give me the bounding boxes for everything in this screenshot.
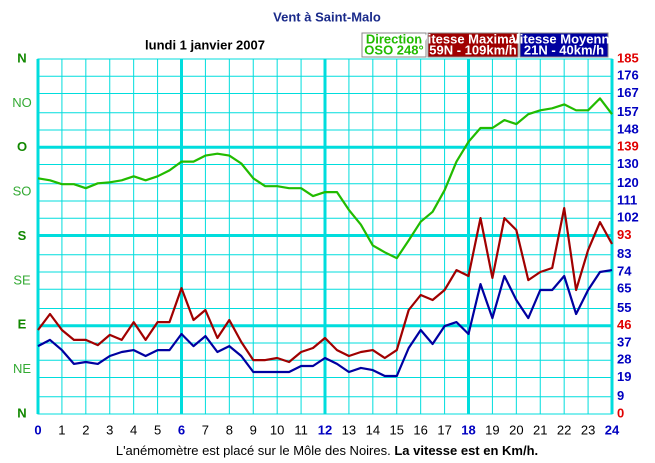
legend-summary: 21N - 40km/h (524, 42, 604, 57)
subtitle-box (104, 36, 310, 57)
x-tick-label: 21 (533, 422, 547, 437)
y2-tick-label: 55 (617, 300, 631, 315)
y2-tick-label: 28 (617, 352, 631, 367)
x-tick-label: 19 (485, 422, 499, 437)
y2-tick-label: 37 (617, 334, 631, 349)
x-tick-label: 3 (106, 422, 113, 437)
note: L'anémomètre est placé sur le Môle des N… (116, 443, 391, 458)
x-tick-label: 5 (154, 422, 161, 437)
x-tick-label: 2 (82, 422, 89, 437)
x-tick-label: 13 (342, 422, 356, 437)
x-tick-label: 6 (178, 422, 185, 437)
legend-name: Direction (366, 31, 422, 46)
y-tick-label: E (18, 317, 27, 332)
y-tick-label: O (17, 139, 27, 154)
y2-tick-label: 139 (617, 139, 639, 154)
legend-summary: OSO 248° (364, 42, 423, 57)
x-tick-label: 17 (437, 422, 451, 437)
x-tick-label: 4 (130, 422, 137, 437)
y2-tick-label: 148 (617, 121, 639, 136)
x-tick-label: 8 (226, 422, 233, 437)
legend-name: Vitesse Maximale (419, 31, 526, 46)
y2-tick-label: 0 (617, 405, 624, 420)
y2-tick-label: 176 (617, 68, 639, 83)
y-tick-label: NE (13, 361, 31, 376)
y2-tick-label: 130 (617, 156, 639, 171)
y-tick-label: S (18, 228, 27, 243)
x-tick-label: 16 (413, 422, 427, 437)
y2-tick-label: 65 (617, 281, 631, 296)
y2-tick-label: 120 (617, 175, 639, 190)
legend-box (361, 32, 427, 58)
chart-title: Vent à Saint-Malo (273, 9, 381, 24)
series-line (37, 269, 613, 378)
x-tick-label: 7 (202, 422, 209, 437)
y2-tick-label: 185 (617, 50, 639, 65)
x-tick-label: 9 (250, 422, 257, 437)
y2-tick-label: 111 (617, 192, 637, 207)
y2-tick-label: 157 (617, 104, 639, 119)
y-tick-label: SE (13, 272, 31, 287)
x-tick-label: 24 (605, 422, 620, 437)
x-tick-label: 23 (581, 422, 595, 437)
x-tick-label: 1 (58, 422, 65, 437)
y-tick-label: N (17, 405, 26, 420)
y-tick-label: NO (12, 95, 32, 110)
legend-box (427, 32, 519, 58)
y2-tick-label: 9 (617, 388, 624, 403)
series-line (37, 207, 613, 364)
y2-tick-label: 46 (617, 317, 631, 332)
legend-box (519, 32, 609, 58)
y-tick-label: SO (13, 184, 32, 199)
y2-tick-label: 19 (617, 369, 631, 384)
grid (36, 58, 614, 415)
x-tick-label: 20 (509, 422, 523, 437)
x-tick-label: 11 (294, 422, 308, 437)
footnote: L'anémomètre est placé sur le Môle des N… (116, 443, 538, 458)
y-tick-label: N (17, 50, 26, 65)
x-tick-label: 18 (461, 422, 475, 437)
y2-tick-label: 83 (617, 246, 631, 261)
x-tick-label: 10 (270, 422, 284, 437)
note-bold: La vitesse est en Km/h. (394, 443, 538, 458)
x-tick-label: 12 (318, 422, 332, 437)
y2-tick-label: 74 (617, 263, 632, 278)
x-tick-label: 22 (557, 422, 571, 437)
series-line (37, 97, 613, 260)
x-tick-label: 15 (390, 422, 404, 437)
subtitle: lundi 1 janvier 2007 (145, 37, 265, 52)
legend-name: Vitesse Moyenne (511, 31, 616, 46)
y2-tick-label: 93 (617, 227, 631, 242)
lines (37, 97, 613, 378)
y2-tick-label: 167 (617, 85, 639, 100)
y2-tick-label: 102 (617, 210, 639, 225)
legend-summary: 59N - 109km/h (429, 42, 516, 57)
x-tick-label: 14 (366, 422, 380, 437)
x-tick-label: 0 (34, 422, 41, 437)
